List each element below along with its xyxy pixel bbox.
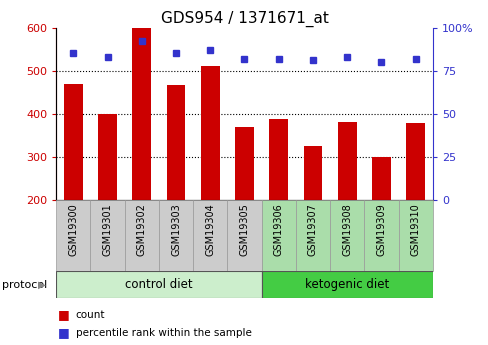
- Text: GSM19308: GSM19308: [342, 203, 351, 256]
- Bar: [303, 146, 322, 200]
- Text: ▶: ▶: [38, 280, 45, 289]
- Text: protocol: protocol: [2, 280, 48, 289]
- Bar: [295, 200, 329, 271]
- Bar: [269, 119, 287, 200]
- Bar: [235, 127, 253, 200]
- Text: ■: ■: [58, 326, 69, 339]
- Text: GSM19309: GSM19309: [376, 203, 386, 256]
- Bar: [337, 122, 356, 200]
- Bar: [329, 200, 364, 271]
- Bar: [227, 200, 261, 271]
- Text: count: count: [76, 310, 105, 319]
- Bar: [261, 271, 432, 298]
- Bar: [166, 85, 185, 200]
- Bar: [193, 200, 227, 271]
- Text: control diet: control diet: [125, 278, 192, 291]
- Bar: [90, 200, 124, 271]
- Text: ■: ■: [58, 308, 69, 321]
- Bar: [56, 271, 261, 298]
- Bar: [364, 200, 398, 271]
- Text: GSM19302: GSM19302: [137, 203, 146, 256]
- Bar: [124, 200, 159, 271]
- Bar: [64, 84, 82, 200]
- Bar: [132, 28, 151, 200]
- Text: GSM19310: GSM19310: [410, 203, 420, 256]
- Text: GSM19301: GSM19301: [102, 203, 112, 256]
- Text: GSM19307: GSM19307: [307, 203, 317, 256]
- Bar: [159, 200, 193, 271]
- Text: GDS954 / 1371671_at: GDS954 / 1371671_at: [160, 10, 328, 27]
- Bar: [56, 200, 90, 271]
- Bar: [371, 157, 390, 200]
- Text: percentile rank within the sample: percentile rank within the sample: [76, 328, 251, 338]
- Bar: [398, 200, 432, 271]
- Text: GSM19303: GSM19303: [171, 203, 181, 256]
- Bar: [406, 124, 424, 200]
- Bar: [98, 114, 117, 200]
- Text: GSM19300: GSM19300: [68, 203, 78, 256]
- Text: GSM19306: GSM19306: [273, 203, 283, 256]
- Text: GSM19305: GSM19305: [239, 203, 249, 256]
- Bar: [261, 200, 295, 271]
- Text: ketogenic diet: ketogenic diet: [305, 278, 388, 291]
- Text: GSM19304: GSM19304: [205, 203, 215, 256]
- Bar: [201, 66, 219, 200]
